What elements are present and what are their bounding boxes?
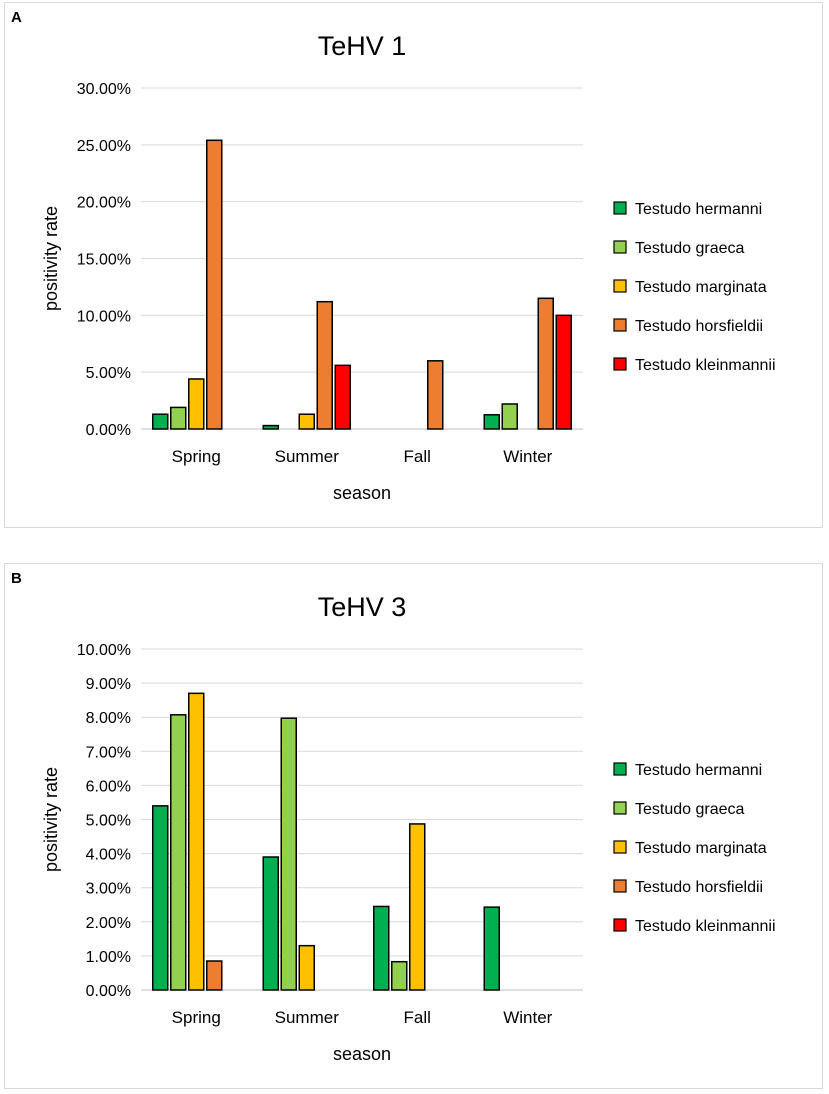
y-tick-label: 30.00% <box>77 81 131 98</box>
chart-b-svg: TeHV 3 0.00% 1.00% 2.00% 3.00% 4.00% 5.00% 6.00… <box>41 592 776 1064</box>
y-tick-label: 1.00% <box>86 949 131 966</box>
x-tick-label: Summer <box>275 1008 340 1027</box>
legend-swatch <box>613 801 627 815</box>
chart-panel-a: A TeHV 1 0.00% 5.00% 10.00% 15.00% 20.00% 25.0… <box>4 2 823 528</box>
legend-swatch <box>613 357 627 371</box>
legend-swatch <box>613 201 627 215</box>
bar-testudo-hermanni-summer <box>262 424 279 430</box>
legend-label: Testudo hermanni <box>635 762 762 779</box>
x-axis-title: season <box>333 483 391 503</box>
x-tick-label: Summer <box>275 447 340 466</box>
legend-swatch <box>613 240 627 254</box>
bar-testudo-marginata-spring <box>188 378 205 430</box>
x-tick-label: Spring <box>172 447 221 466</box>
bar-testudo-hermanni-summer <box>262 856 279 991</box>
x-tick-label: Winter <box>503 1008 552 1027</box>
bar-testudo-graeca-fall <box>391 960 408 991</box>
legend-label: Testudo graeca <box>635 801 745 818</box>
legend-label: Testudo kleinmannii <box>635 918 776 935</box>
y-tick-label: 0.00% <box>86 422 131 439</box>
y-tick-label: 8.00% <box>86 710 131 727</box>
x-tick-label: Spring <box>172 1008 221 1027</box>
legend-swatch <box>613 879 627 893</box>
legend-swatch <box>613 918 627 932</box>
y-tick-label: 9.00% <box>86 676 131 693</box>
legend-swatch <box>613 279 627 293</box>
bar-testudo-graeca-winter <box>501 403 518 430</box>
chart-title: TeHV 3 <box>318 592 407 622</box>
bar-testudo-hermanni-spring <box>152 805 169 991</box>
bar-testudo-kleinmannii-winter <box>555 314 572 430</box>
bar-testudo-graeca-spring <box>170 714 187 991</box>
x-axis-title: season <box>333 1044 391 1064</box>
bar-testudo-hermanni-winter <box>483 414 500 430</box>
y-tick-label: 25.00% <box>77 138 131 155</box>
x-tick-label: Fall <box>404 1008 431 1027</box>
y-tick-label: 6.00% <box>86 778 131 795</box>
y-tick-label: 10.00% <box>77 308 131 325</box>
y-tick-label: 4.00% <box>86 847 131 864</box>
chart-a-svg: TeHV 1 0.00% 5.00% 10.00% 15.00% 20.00% 25.00%… <box>41 31 776 503</box>
bar-testudo-hermanni-winter <box>483 906 500 991</box>
panel-letter: B <box>11 570 22 587</box>
legend-swatch <box>613 762 627 776</box>
y-tick-label: 20.00% <box>77 195 131 212</box>
legend-label: Testudo horsfieldii <box>635 318 763 335</box>
bar-testudo-horsfieldii-spring <box>206 139 223 430</box>
y-tick-label: 2.00% <box>86 915 131 932</box>
x-tick-label: Fall <box>404 447 431 466</box>
legend-label: Testudo graeca <box>635 240 745 257</box>
panel-letter: A <box>11 9 22 26</box>
y-tick-label: 15.00% <box>77 252 131 269</box>
x-tick-label: Winter <box>503 447 552 466</box>
legend-label: Testudo marginata <box>635 279 767 296</box>
y-tick-label: 5.00% <box>86 813 131 830</box>
legend-swatch <box>613 318 627 332</box>
y-tick-label: 10.00% <box>77 642 131 659</box>
chart-panel-b: B TeHV 3 0.00% 1.00% 2.00% 3.00% 4.00% 5.00% 6.… <box>4 563 823 1089</box>
bar-testudo-marginata-fall <box>409 823 426 991</box>
legend-label: Testudo horsfieldii <box>635 879 763 896</box>
legend-swatch <box>613 840 627 854</box>
bar-testudo-horsfieldii-winter <box>537 297 554 430</box>
legend-label: Testudo hermanni <box>635 201 762 218</box>
bar-testudo-hermanni-spring <box>152 413 169 430</box>
bar-testudo-marginata-summer <box>298 413 315 430</box>
bar-testudo-marginata-summer <box>298 944 315 991</box>
bar-testudo-marginata-spring <box>188 692 205 991</box>
legend-label: Testudo kleinmannii <box>635 357 776 374</box>
y-tick-label: 5.00% <box>86 365 131 382</box>
bar-testudo-kleinmannii-summer <box>334 364 351 430</box>
legend-label: Testudo marginata <box>635 840 767 857</box>
bar-testudo-horsfieldii-spring <box>206 960 223 991</box>
y-axis-title: positivity rate <box>41 206 61 311</box>
bar-testudo-horsfieldii-summer <box>316 300 333 430</box>
chart-title: TeHV 1 <box>318 31 407 61</box>
bar-testudo-horsfieldii-fall <box>427 360 444 430</box>
y-tick-label: 3.00% <box>86 881 131 898</box>
bar-testudo-hermanni-fall <box>373 905 390 991</box>
bar-testudo-graeca-spring <box>170 406 187 430</box>
bar-testudo-graeca-summer <box>280 717 297 991</box>
y-axis-title: positivity rate <box>41 767 61 872</box>
y-tick-label: 7.00% <box>86 744 131 761</box>
y-tick-label: 0.00% <box>86 983 131 1000</box>
